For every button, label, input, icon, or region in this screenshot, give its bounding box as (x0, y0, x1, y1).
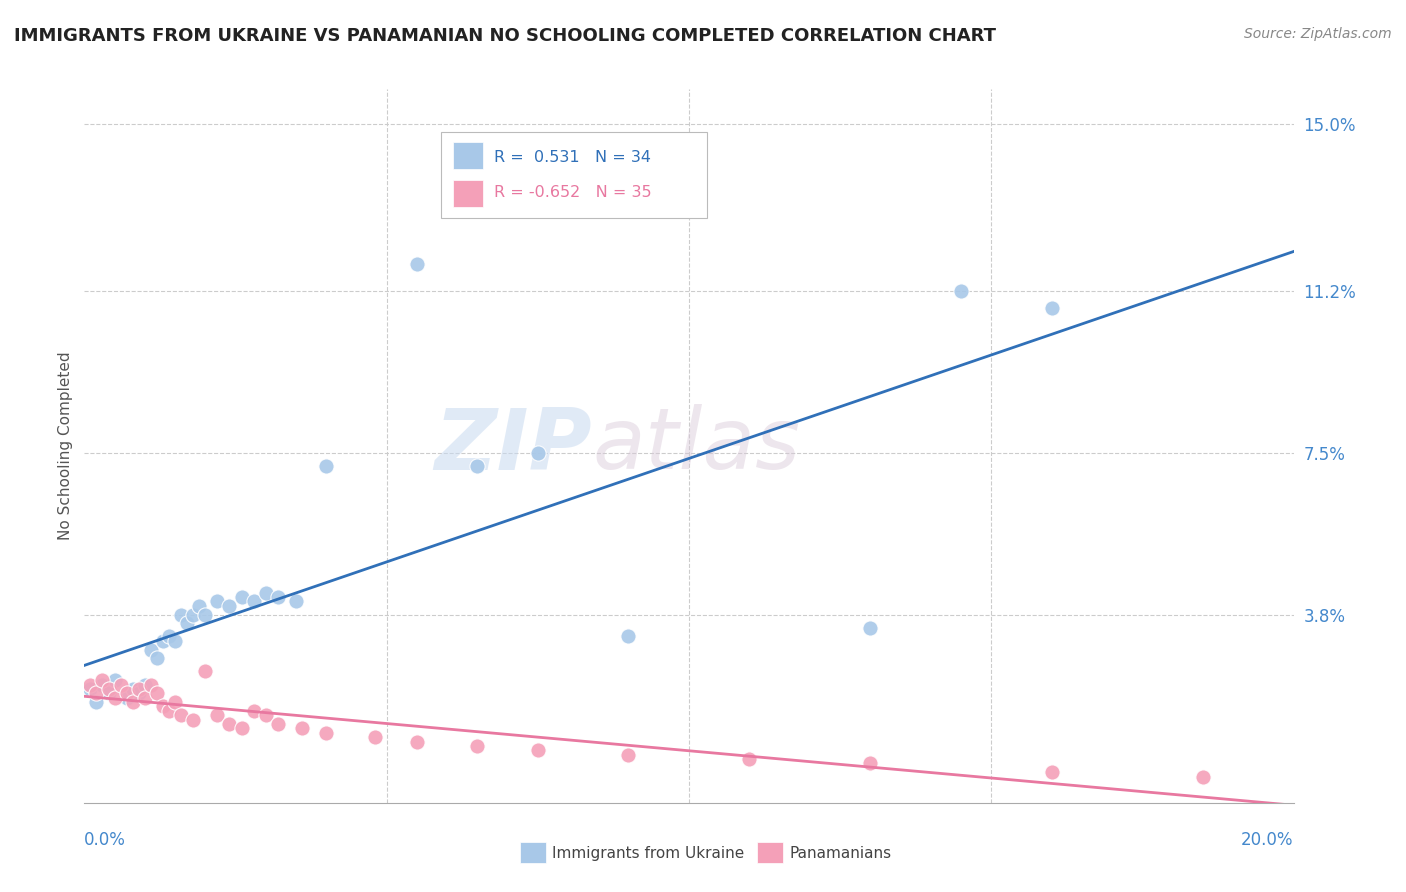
Text: ZIP: ZIP (434, 404, 592, 488)
Point (467, 739, 489, 753)
FancyBboxPatch shape (441, 132, 707, 218)
Text: 0.0%: 0.0% (84, 831, 127, 849)
Point (128, 681, 150, 696)
Text: Source: ZipAtlas.com: Source: ZipAtlas.com (1244, 27, 1392, 41)
Point (859, 621, 882, 635)
Point (207, 594, 229, 608)
Point (617, 747, 640, 762)
Point (152, 633, 174, 648)
Point (738, 752, 761, 766)
Bar (453, 142, 484, 169)
Point (86, 695, 108, 709)
Point (139, 677, 162, 691)
Point (181, 713, 204, 727)
Point (157, 629, 180, 643)
Point (170, 708, 193, 723)
Point (207, 708, 229, 723)
Text: atlas: atlas (592, 404, 800, 488)
Text: R = -0.652   N = 35: R = -0.652 N = 35 (495, 185, 652, 200)
Point (363, 730, 385, 744)
Point (188, 599, 211, 613)
Text: Panamanians: Panamanians (789, 846, 891, 861)
Bar (520, 842, 547, 863)
Point (170, 607, 193, 622)
Point (218, 599, 240, 613)
Point (134, 690, 156, 705)
Point (115, 690, 138, 705)
Point (859, 756, 882, 771)
Point (176, 616, 198, 631)
Point (267, 590, 290, 604)
Point (284, 594, 308, 608)
Text: IMMIGRANTS FROM UKRAINE VS PANAMANIAN NO SCHOOLING COMPLETED CORRELATION CHART: IMMIGRANTS FROM UKRAINE VS PANAMANIAN NO… (14, 27, 995, 45)
Point (163, 695, 186, 709)
Text: 20.0%: 20.0% (1241, 831, 1294, 849)
Point (128, 686, 150, 700)
Text: Immigrants from Ukraine: Immigrants from Ukraine (553, 846, 745, 861)
Point (79, 681, 101, 696)
Point (254, 585, 277, 599)
Point (104, 690, 127, 705)
Point (231, 590, 253, 604)
Point (406, 257, 429, 271)
Point (110, 677, 132, 691)
Point (79, 677, 101, 691)
Point (157, 704, 180, 718)
Point (91, 677, 114, 691)
Point (254, 708, 277, 723)
Point (1040, 765, 1063, 780)
Point (242, 704, 264, 718)
Point (526, 445, 548, 459)
Point (139, 642, 162, 657)
Point (121, 695, 143, 709)
Point (86, 686, 108, 700)
Point (617, 629, 640, 643)
Point (231, 722, 253, 736)
Point (152, 699, 174, 714)
Point (91, 673, 114, 688)
Point (146, 686, 169, 700)
Point (267, 717, 290, 731)
Point (97, 681, 120, 696)
Point (97, 686, 120, 700)
Point (406, 734, 429, 748)
Bar (453, 180, 484, 207)
Point (115, 686, 138, 700)
Point (1040, 301, 1063, 315)
Point (467, 458, 489, 473)
Point (218, 717, 240, 731)
Point (194, 665, 217, 679)
Point (526, 743, 548, 757)
Point (121, 681, 143, 696)
Point (134, 677, 156, 691)
Point (315, 458, 337, 473)
Point (242, 594, 264, 608)
Point (181, 607, 204, 622)
Y-axis label: No Schooling Completed: No Schooling Completed (58, 351, 73, 541)
Point (291, 722, 314, 736)
Point (315, 725, 337, 739)
Point (1191, 770, 1213, 784)
Bar (756, 842, 783, 863)
Point (146, 651, 169, 665)
Text: R =  0.531   N = 34: R = 0.531 N = 34 (495, 150, 651, 165)
Point (194, 607, 217, 622)
Point (950, 284, 973, 298)
Point (104, 673, 127, 688)
Point (163, 633, 186, 648)
